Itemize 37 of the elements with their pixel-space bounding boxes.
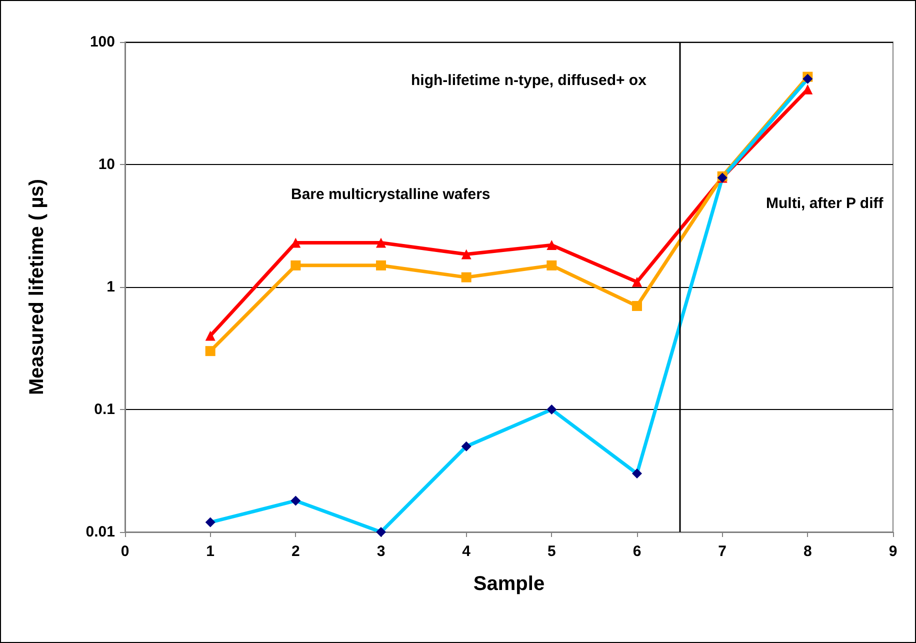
x-tick-label: 1	[206, 543, 215, 560]
point	[461, 441, 472, 452]
point	[461, 249, 472, 260]
annotation: high-lifetime n-type, diffused+ ox	[411, 72, 648, 89]
point	[290, 260, 301, 270]
point	[632, 468, 642, 479]
point	[205, 517, 216, 528]
point	[205, 330, 216, 341]
point	[205, 346, 216, 356]
y-tick-label: 100	[90, 34, 115, 50]
x-axis-title: Sample	[473, 573, 545, 595]
annotation: Bare multicrystalline wafers	[291, 186, 490, 203]
y-tick-label: 1	[106, 278, 115, 296]
x-tick-label: 6	[632, 543, 642, 560]
x-tick-label: 7	[718, 543, 727, 560]
point	[632, 276, 642, 287]
y-tick-label: 0.01	[86, 524, 115, 540]
point	[290, 496, 301, 506]
x-tick-label: 2	[291, 543, 300, 560]
y-tick-label: 0.1	[94, 401, 115, 418]
point	[376, 527, 386, 537]
point	[461, 272, 472, 282]
x-tick-label: 5	[547, 543, 556, 560]
point	[376, 260, 386, 270]
point	[546, 240, 557, 250]
point	[376, 238, 386, 248]
point	[546, 404, 557, 414]
point	[632, 300, 642, 311]
annotation: Multi, after P diff	[766, 195, 884, 212]
x-tick-label: 8	[803, 543, 812, 560]
point	[546, 260, 557, 270]
x-tick-label: 4	[462, 543, 472, 560]
x-tick-label: 0	[120, 543, 130, 560]
x-tick-label: 9	[888, 543, 898, 560]
y-tick-label: 10	[98, 156, 115, 173]
y-axis-title: Measured lifetime ( µs)	[26, 178, 48, 396]
x-tick-label: 3	[376, 543, 386, 560]
